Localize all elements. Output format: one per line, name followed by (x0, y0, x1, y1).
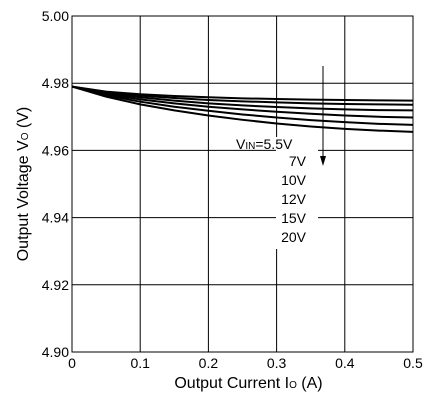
y-tick-label: 4.98 (42, 75, 69, 91)
y-tick-labels: 4.90 4.92 4.94 4.96 4.98 5.00 (42, 8, 69, 360)
y-axis-label-sub: O (20, 132, 31, 140)
y-axis-label: Output Voltage VO (V) (15, 107, 32, 262)
series-line-5 (71, 85, 414, 126)
y-axis-label-unit: (V) (15, 107, 32, 133)
y-tick-label: 4.92 (42, 277, 69, 293)
x-tick-label: 0.5 (403, 355, 423, 371)
x-tick-labels: 0 0.1 0.2 0.3 0.4 0.5 (68, 355, 423, 371)
vin-label-6: 20V (281, 229, 307, 245)
series-line-2 (71, 85, 414, 106)
x-axis-label: Output Current IO (A) (174, 375, 322, 392)
grid (72, 16, 413, 352)
y-tick-label: 4.94 (42, 210, 69, 226)
x-tick-label: 0.3 (267, 355, 287, 371)
annotation-bg (276, 149, 318, 249)
x-tick-label: 0.1 (130, 355, 150, 371)
y-axis-label-main: Output Voltage V (15, 140, 32, 261)
series-group (71, 85, 414, 133)
vin-label-5: 15V (281, 210, 307, 226)
y-tick-label: 4.90 (42, 344, 69, 360)
vin-label-3: 10V (281, 172, 307, 188)
y-tick-label: 4.96 (42, 142, 69, 158)
vin-label-1: VIN=5.5V (236, 136, 293, 152)
x-tick-label: 0.4 (335, 355, 355, 371)
x-axis-label-sub: O (289, 380, 297, 391)
direction-arrow-head (320, 156, 326, 166)
vin-label-2: 7V (289, 153, 307, 169)
vin-label-4: 12V (281, 191, 307, 207)
x-axis-label-main: Output Current I (174, 375, 289, 392)
x-tick-label: 0 (68, 355, 76, 371)
x-axis-label-unit: (A) (297, 375, 323, 392)
y-tick-label: 5.00 (42, 8, 69, 24)
series-line-6 (71, 85, 414, 133)
series-line-1 (71, 85, 414, 102)
plot-frame (71, 15, 414, 353)
series-line-3 (71, 85, 414, 112)
series-line-4 (71, 85, 414, 119)
x-tick-label: 0.2 (199, 355, 219, 371)
annotation-bg (236, 137, 322, 149)
